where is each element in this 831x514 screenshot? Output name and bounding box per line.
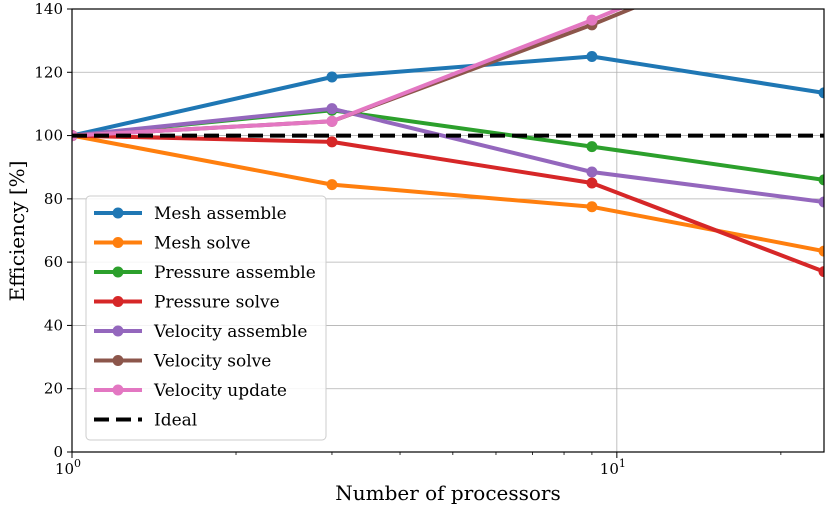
legend-marker-velocity-assemble xyxy=(112,325,124,337)
legend-label-pressure-solve: Pressure solve xyxy=(154,293,280,313)
legend-marker-velocity-update xyxy=(112,384,124,396)
y-tick-label: 140 xyxy=(34,0,63,18)
data-point-velocity-assemble xyxy=(326,103,338,115)
x-tick-exponent: 0 xyxy=(74,457,81,470)
x-tick-label: 100 xyxy=(55,457,81,478)
legend-box xyxy=(85,195,327,441)
series-line-velocity-assemble xyxy=(72,106,824,204)
data-point-pressure-assemble xyxy=(586,141,598,153)
legend-marker-mesh-solve xyxy=(112,237,124,248)
data-point-mesh-solve xyxy=(326,179,338,191)
data-point-velocity-assemble xyxy=(818,196,824,208)
series-group xyxy=(72,9,824,278)
y-tick-label: 120 xyxy=(34,63,63,81)
plot-frame xyxy=(71,8,825,453)
data-point-pressure-solve xyxy=(818,266,824,278)
y-tick-label: 20 xyxy=(44,380,63,398)
x-axis-label: Number of processors xyxy=(335,481,561,505)
legend-marker-pressure-assemble xyxy=(112,266,124,278)
legend-marker-velocity-solve xyxy=(112,355,124,366)
data-point-mesh-assemble xyxy=(586,50,598,62)
legend-label-mesh-solve: Mesh solve xyxy=(154,234,251,254)
x-tick-base: 10 xyxy=(55,460,74,478)
x-tick-exponent: 1 xyxy=(619,457,626,470)
x-tick-label: 101 xyxy=(600,457,626,478)
series-velocity-update xyxy=(72,9,624,142)
legend-marker-mesh-assemble xyxy=(112,207,124,219)
data-point-mesh-solve xyxy=(586,201,598,213)
x-tick-base: 10 xyxy=(600,460,619,478)
y-tick-label: 60 xyxy=(44,253,63,271)
data-point-mesh-solve xyxy=(818,245,824,257)
legend-label-mesh-assemble: Mesh assemble xyxy=(154,204,287,224)
legend-marker-pressure-solve xyxy=(112,296,124,307)
y-tick-label: 100 xyxy=(34,127,63,145)
legend-label-velocity-assemble: Velocity assemble xyxy=(153,322,307,342)
data-point-pressure-solve xyxy=(326,136,338,148)
data-point-mesh-assemble xyxy=(818,87,824,99)
series-line-mesh-assemble xyxy=(72,54,824,138)
series-line-velocity-update xyxy=(72,9,624,138)
data-point-pressure-solve xyxy=(586,177,598,189)
y-axis-label: Efficiency [%] xyxy=(5,161,29,302)
data-point-pressure-assemble xyxy=(818,174,824,186)
y-tick-label: 40 xyxy=(44,316,63,334)
y-tick-label: 80 xyxy=(44,190,63,208)
data-point-velocity-assemble xyxy=(586,166,598,178)
series-line-pressure-solve xyxy=(72,133,824,274)
y-tick-label: 0 xyxy=(53,443,63,461)
legend: Mesh assemble Mesh solve Pressure assemble… xyxy=(85,195,327,441)
legend-label-pressure-assemble: Pressure assemble xyxy=(154,263,316,283)
legend-label-ideal: Ideal xyxy=(154,411,197,431)
legend-label-velocity-solve: Velocity solve xyxy=(153,352,271,372)
data-point-velocity-update xyxy=(326,115,338,127)
legend-label-velocity-update: Velocity update xyxy=(153,381,287,401)
data-point-velocity-update xyxy=(586,14,598,26)
data-point-mesh-assemble xyxy=(326,71,338,83)
